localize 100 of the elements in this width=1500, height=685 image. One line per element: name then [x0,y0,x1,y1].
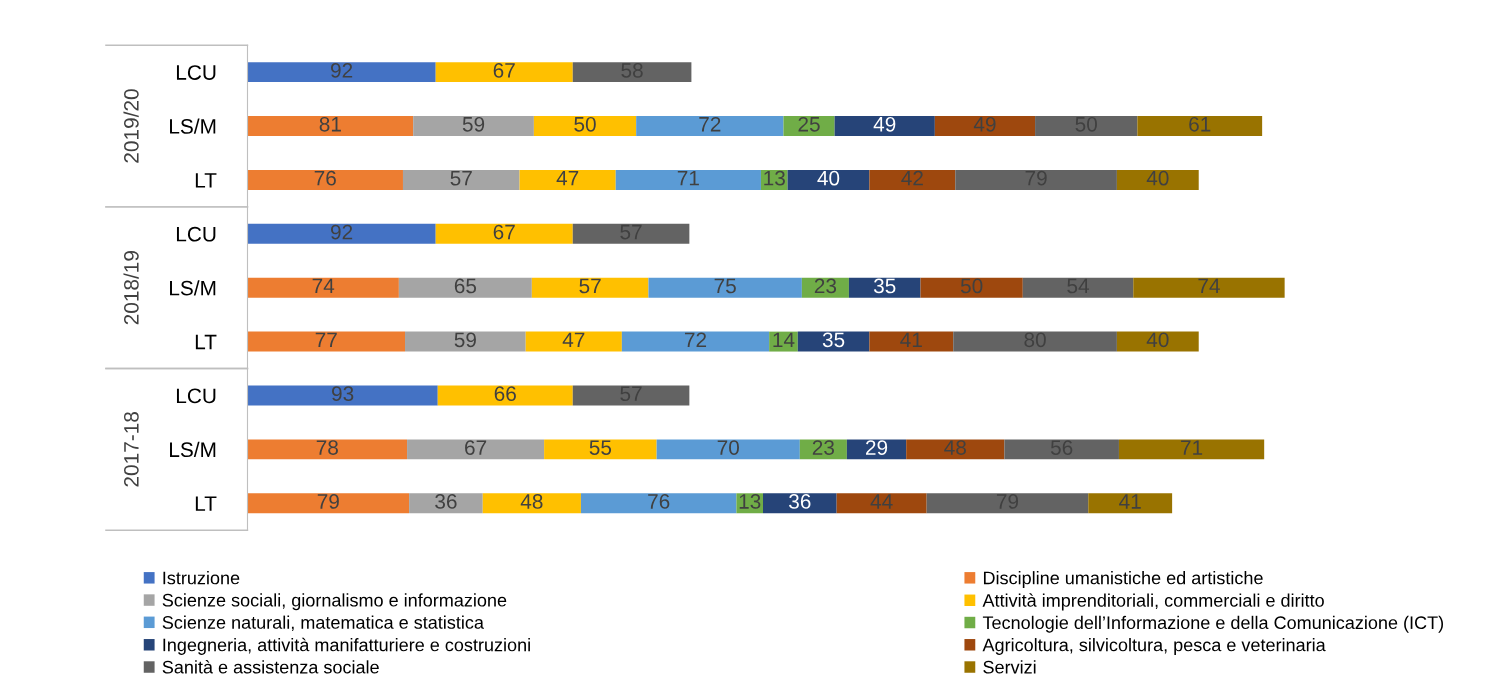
data-label: 40 [817,170,840,186]
bar [435,223,573,244]
bar [1118,439,1265,460]
legend-label: Attività imprenditoriali, commerciali e diritto [982,593,1324,611]
data-label: 47 [556,170,579,186]
data-label: 41 [1119,494,1141,509]
data-label: 49 [873,116,896,132]
data-label: 14 [773,332,795,347]
bar [869,169,956,190]
data-label: 65 [454,278,477,294]
bar [407,439,545,460]
bar [525,331,622,352]
bar [482,493,581,514]
data-label: 76 [314,170,336,186]
data-label: 70 [717,440,739,455]
y-tick-label: LT [195,334,217,350]
bar [834,116,935,137]
legend-label: Scienze naturali, matematica e statistica [162,615,484,631]
y-tick-label: LT [195,496,217,511]
bar [247,62,436,83]
data-label: 75 [714,278,736,294]
bar [247,116,414,137]
legend-label: Sanità e assistenza sociale [162,660,379,674]
bar [636,116,784,137]
data-label: 72 [699,116,721,132]
data-label: 71 [1181,440,1203,455]
data-label: 57 [579,278,601,294]
bar [519,169,616,190]
text: 2018/19 [123,251,139,325]
data-label: 29 [866,440,888,455]
data-label: 61 [1189,116,1211,132]
bar [247,223,436,244]
y-tick-label: LT [195,173,217,188]
bar [531,277,649,298]
bar [836,493,927,514]
bar [402,169,520,190]
data-label: 13 [739,494,761,509]
data-label: 41 [900,332,922,347]
bar [247,493,410,514]
bar [648,277,802,298]
bar [572,223,690,244]
data-label: 59 [454,332,476,348]
data-label: 48 [520,494,543,509]
data-label: 71 [677,170,699,186]
bar [247,439,408,460]
bar [656,439,800,460]
bar [437,385,573,406]
bar [1116,169,1199,190]
bar [953,331,1117,352]
bar [413,116,534,137]
bar [848,277,921,298]
data-label: 40 [1146,332,1169,348]
legend-label: Agricoltura, silvicoltura, pesca e veterinaria [982,638,1326,655]
data-label: 36 [435,494,457,509]
data-label: 23 [814,278,837,294]
data-label: 81 [319,116,341,132]
bar [787,169,870,190]
data-label: 42 [901,170,923,186]
data-label: 44 [870,494,893,509]
data-label: 35 [873,278,896,294]
bar [1035,116,1138,137]
bar [1022,277,1134,298]
bar [1133,277,1285,298]
bar [533,116,637,137]
legend-label: Tecnologie dell’Informazione e della Comunicazione (ICT) [982,615,1444,633]
bar [247,331,406,352]
data-label: 47 [562,332,585,347]
bar [1004,439,1119,460]
data-label: 59 [462,116,485,132]
bar [409,493,483,514]
data-label: 35 [822,332,845,348]
data-label: 72 [684,332,707,347]
data-label: 74 [1198,278,1220,294]
data-label: 13 [764,170,785,186]
bar [1116,331,1199,352]
bar [869,331,954,352]
data-label: 67 [493,224,515,240]
y-tick-label: LS/M [170,118,216,134]
bar [906,439,1005,460]
bar [1088,493,1173,514]
data-label: 50 [574,116,596,132]
bar [405,331,526,352]
bar [1137,116,1263,137]
bar [797,331,870,352]
bar [435,62,573,83]
data-label: 25 [798,116,820,132]
bar [247,385,438,406]
y-tick-label: LCU [176,65,216,80]
data-label: 50 [960,278,983,294]
bar [955,169,1117,190]
data-label: 49 [973,116,996,132]
text: 2017-18 [123,412,139,487]
bar [621,331,770,352]
legend-label: Istruzione [163,571,240,585]
data-label: 74 [312,278,335,294]
data-label: 67 [493,62,515,78]
data-label: 36 [789,494,811,509]
data-label: 76 [648,494,670,509]
bar [783,116,835,137]
y-tick-label: LS/M [170,441,216,458]
